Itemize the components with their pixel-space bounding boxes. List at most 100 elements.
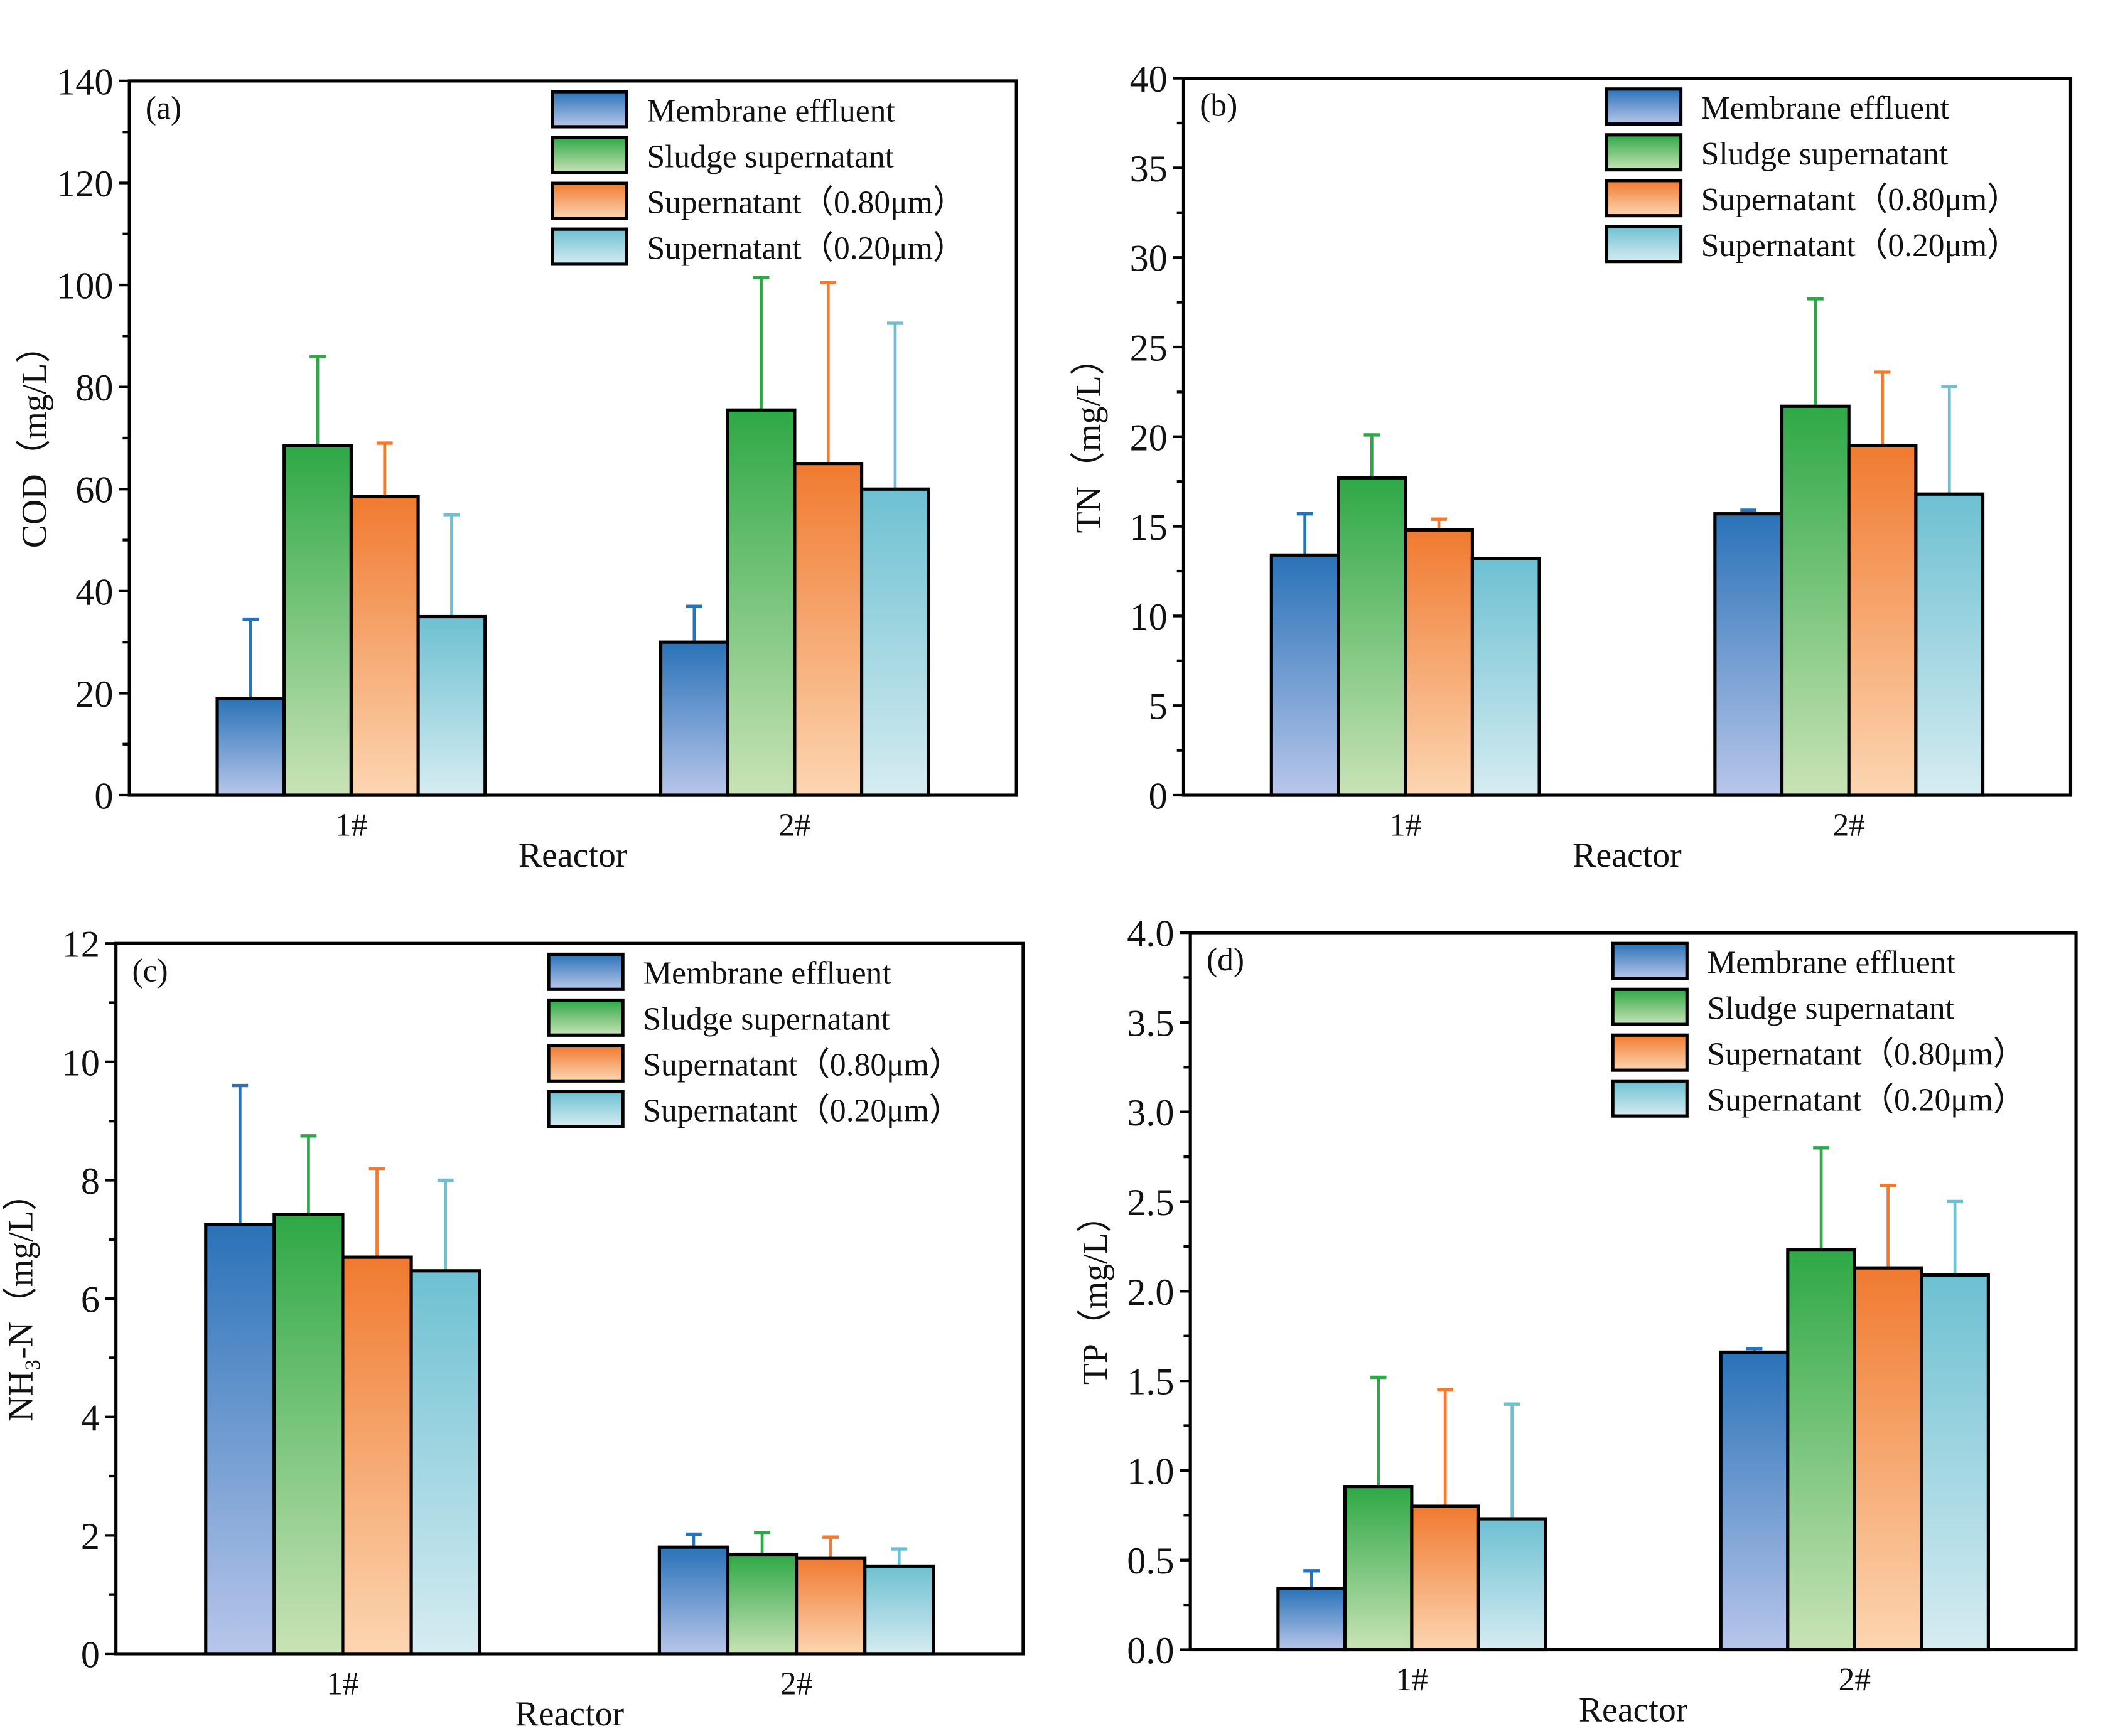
y-axis-label: TP（mg/L）	[1076, 1198, 1115, 1385]
legend-swatch	[1605, 133, 1683, 172]
legend-swatch	[1605, 225, 1683, 264]
y-tick-label: 140	[56, 61, 113, 103]
legend-label: Membrane effluent	[643, 956, 891, 992]
y-axis-label: TN（mg/L）	[1069, 340, 1108, 533]
bar-2-2	[1786, 1248, 1856, 1652]
x-tick-label: 1#	[326, 1666, 359, 1701]
y-tick-label: 0	[81, 1634, 100, 1676]
x-tick-label: 2#	[778, 807, 811, 843]
legend-label: Membrane effluent	[1701, 90, 1950, 126]
legend-label: Supernatant（0.80μm）	[643, 1047, 961, 1083]
y-tick-label: 100	[56, 265, 113, 308]
legend-swatch	[551, 136, 628, 174]
legend-label: Supernatant（0.80μm）	[1707, 1037, 2025, 1073]
bar-1-2	[1713, 512, 1784, 797]
y-tick-label: 10	[62, 1042, 100, 1084]
legend-swatch	[551, 90, 628, 129]
legend-label: Sludge supernatant	[1707, 991, 1954, 1027]
bar-1-1	[215, 696, 286, 797]
bar-1-1	[1276, 1587, 1347, 1652]
x-tick-label: 1#	[1396, 1662, 1428, 1698]
x-axis-label: Reactor	[1579, 1690, 1688, 1729]
y-tick-label: 1.5	[1127, 1361, 1174, 1403]
y-tick-label: 0	[94, 776, 113, 818]
x-tick-label: 2#	[1832, 807, 1865, 843]
legend-swatch	[547, 1090, 625, 1128]
bar-1-2	[659, 640, 729, 797]
bar-3-1	[341, 1255, 413, 1656]
legend-swatch	[1611, 941, 1689, 980]
legend-swatch	[1605, 179, 1683, 218]
bar-4-2	[860, 487, 930, 797]
bar-2-2	[726, 408, 797, 797]
legend-label: Supernatant（0.20μm）	[643, 1093, 961, 1129]
x-tick-label: 1#	[1389, 807, 1422, 843]
y-axis-label: NH₃-N（mg/L）	[2, 1176, 41, 1422]
y-tick-label: 4.0	[1127, 913, 1174, 955]
bar-3-1	[1404, 528, 1474, 797]
legend-swatch	[1611, 987, 1689, 1026]
legend-label: Supernatant（0.20μm）	[1707, 1083, 2025, 1118]
legend-swatch	[547, 952, 625, 991]
legend-swatch	[1611, 1079, 1689, 1118]
y-tick-label: 10	[1130, 596, 1168, 638]
legend-swatch	[551, 227, 628, 266]
x-axis-label: Reactor	[515, 1695, 624, 1733]
bar-4-2	[863, 1564, 935, 1656]
y-tick-label: 6	[81, 1279, 100, 1321]
y-tick-label: 4	[81, 1397, 100, 1439]
bar-4-1	[409, 1269, 481, 1656]
bar-3-1	[349, 495, 420, 797]
legend-label: Membrane effluent	[647, 93, 895, 129]
chart-panel-a: 1# 2# 0 20 40 60 80 100 120 140 (a) Reactor COD（mg/L…	[15, 61, 1018, 875]
y-tick-label: 8	[81, 1160, 100, 1203]
y-tick-label: 40	[1130, 58, 1168, 100]
y-tick-label: 0	[1149, 776, 1168, 818]
panel-label: (b)	[1200, 88, 1237, 124]
y-tick-label: 80	[75, 367, 113, 409]
panel-label: (c)	[132, 953, 168, 989]
legend-label: Supernatant（0.80μm）	[647, 185, 965, 220]
legend-swatch	[1605, 87, 1683, 126]
y-tick-label: 0.5	[1127, 1540, 1174, 1582]
panel-label: (a)	[146, 90, 181, 126]
legend-label: Sludge supernatant	[647, 139, 894, 174]
x-axis-label: Reactor	[1573, 836, 1682, 875]
y-tick-label: 3.0	[1127, 1092, 1174, 1134]
bar-1-1	[204, 1223, 276, 1656]
y-tick-label: 2.0	[1127, 1272, 1174, 1314]
y-tick-label: 40	[75, 571, 113, 613]
y-tick-label: 35	[1130, 148, 1168, 190]
bar-1-2	[1719, 1350, 1790, 1652]
y-tick-label: 30	[1130, 238, 1168, 280]
y-tick-label: 12	[62, 924, 100, 966]
y-tick-label: 25	[1130, 327, 1168, 369]
bar-2-2	[726, 1552, 799, 1656]
y-tick-label: 1.0	[1127, 1450, 1174, 1492]
y-tick-label: 120	[56, 163, 113, 205]
legend-label: Supernatant（0.20μm）	[647, 230, 965, 266]
bar-4-1	[416, 614, 487, 797]
bar-2-1	[282, 444, 353, 797]
y-tick-label: 3.5	[1127, 1002, 1174, 1044]
bar-1-2	[657, 1545, 730, 1656]
chart-panel-c: 1# 2# 0 2 4 6 8 10 12 (c) Reactor NH₃-N（mg/L） Membra…	[2, 924, 1025, 1733]
bar-3-2	[793, 462, 864, 797]
legend-swatch	[547, 1044, 625, 1083]
y-tick-label: 2.5	[1127, 1182, 1174, 1224]
bar-2-2	[1780, 404, 1851, 797]
bar-3-1	[1410, 1504, 1480, 1652]
chart-panel-d: 1# 2# 0.0 0.5 1.0 1.5 2.0 2.5 3.0 3.5 4.0 (d) Reacto…	[1076, 913, 2078, 1729]
bar-3-2	[795, 1556, 867, 1656]
bar-2-1	[272, 1213, 345, 1656]
y-tick-label: 60	[75, 469, 113, 512]
bar-4-2	[1920, 1273, 1990, 1652]
bar-4-1	[1470, 557, 1541, 797]
legend-swatch	[1611, 1033, 1689, 1072]
legend-label: Sludge supernatant	[643, 1002, 890, 1037]
legend-swatch	[547, 998, 625, 1037]
x-tick-label: 1#	[335, 807, 368, 843]
bar-4-1	[1476, 1517, 1547, 1652]
legend-swatch	[551, 181, 628, 220]
